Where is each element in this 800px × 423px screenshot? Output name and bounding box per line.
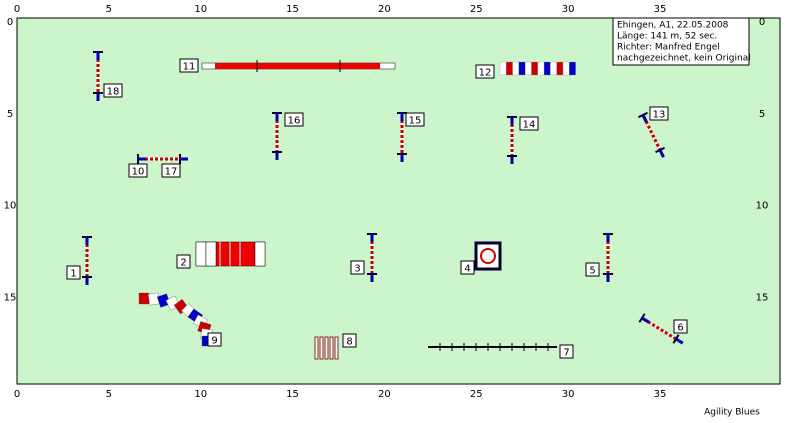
obstacle-label: 5 <box>589 266 595 277</box>
obstacle-label: 8 <box>346 337 352 348</box>
obstacle-label-box <box>284 112 304 127</box>
obstacle-label: 13 <box>653 110 666 121</box>
tunnel-segment <box>556 61 564 76</box>
obstacle-label-box <box>161 163 181 178</box>
x-tick-label: 30 <box>562 389 575 400</box>
x-tick-label: 5 <box>106 389 112 400</box>
x-tick-label: 15 <box>286 4 299 15</box>
x-tick-label: 35 <box>654 389 667 400</box>
obstacle-label-box <box>350 260 365 275</box>
obstacle-label-box <box>128 163 148 178</box>
obstacle-label-box <box>475 64 495 79</box>
y-tick-label: 5 <box>759 109 765 120</box>
obstacle-label: 15 <box>409 116 422 127</box>
info-line: nachgezeichnet, kein Original <box>617 54 751 64</box>
info-line: Richter: Manfred Engel <box>617 43 720 53</box>
tunnel-segment <box>531 61 538 76</box>
obstacle-label-box <box>176 254 191 269</box>
obstacle-label: 1 <box>70 269 76 280</box>
tunnel-segment <box>562 61 570 76</box>
obstacle-label-box <box>519 116 539 131</box>
obstacle-label: 6 <box>677 323 683 334</box>
obstacle-label: 11 <box>183 62 196 73</box>
weave-item <box>329 336 334 360</box>
obstacle-label: 17 <box>165 167 178 178</box>
tunnel-segment <box>569 61 576 76</box>
tunnel-segment <box>525 61 532 76</box>
tunnel-white <box>205 241 217 267</box>
obstacle-label: 3 <box>354 264 360 275</box>
obstacle-label: 12 <box>479 68 492 79</box>
jump-post <box>675 337 684 345</box>
jump-post <box>641 114 648 123</box>
weave-item <box>314 336 319 360</box>
obstacle-label-box <box>559 344 574 359</box>
info-line: Länge: 141 m, 52 sec. <box>617 32 717 42</box>
obstacle-label-box <box>103 83 123 98</box>
x-tick-label: 20 <box>378 4 391 15</box>
y-tick-label: 15 <box>756 292 769 303</box>
y-tick-label: 15 <box>4 292 17 303</box>
obstacle-label: 9 <box>211 336 217 347</box>
x-tick-label: 10 <box>194 389 207 400</box>
y-tick-label: 0 <box>7 17 13 28</box>
obstacle-label-box <box>460 260 475 275</box>
obstacle-label-box <box>585 262 600 277</box>
obstacle-label-box <box>673 319 688 334</box>
info-line: Ehingen, A1, 22.05.2008 <box>617 21 729 31</box>
y-tick-label: 0 <box>759 17 765 28</box>
obstacle-label-box <box>66 265 81 280</box>
field <box>16 17 781 385</box>
footer: Agility Blues <box>704 408 760 418</box>
weave-item <box>334 336 339 360</box>
x-tick-label: 25 <box>470 4 483 15</box>
x-tick-label: 35 <box>654 4 667 15</box>
tunnel-segment <box>518 61 526 76</box>
tunnel-segment <box>550 61 557 76</box>
tunnel-white <box>195 241 207 267</box>
table-center <box>480 248 496 264</box>
tunnel-segment <box>543 61 551 76</box>
y-tick-label: 5 <box>7 109 13 120</box>
y-tick-label: 10 <box>4 201 17 212</box>
y-tick-label: 10 <box>756 201 769 212</box>
curved-tunnel-segment <box>156 293 171 308</box>
jump-post <box>641 316 650 324</box>
tunnel-segment <box>499 61 507 76</box>
x-tick-label: 30 <box>562 4 575 15</box>
curved-tunnel-segment <box>138 292 150 305</box>
tunnel-white <box>254 241 266 267</box>
x-tick-label: 20 <box>378 389 391 400</box>
x-tick-label: 15 <box>286 389 299 400</box>
table <box>474 241 502 271</box>
obstacle-label-box <box>179 58 199 73</box>
tunnel-segment <box>512 61 520 76</box>
x-tick-label: 0 <box>14 389 20 400</box>
x-tick-label: 10 <box>194 4 207 15</box>
x-tick-label: 0 <box>14 4 20 15</box>
obstacle-label: 14 <box>523 120 536 131</box>
obstacle-label: 10 <box>132 167 145 178</box>
obstacle-label-box <box>649 106 669 121</box>
wall-red <box>215 63 380 69</box>
obstacle-label: 2 <box>180 258 186 269</box>
tunnel-segment <box>506 61 513 76</box>
obstacle-label: 7 <box>563 348 569 359</box>
tunnel-segment <box>537 61 545 76</box>
x-tick-label: 5 <box>106 4 112 15</box>
obstacle-label: 18 <box>107 87 120 98</box>
obstacle-label: 4 <box>464 264 470 275</box>
x-tick-label: 25 <box>470 389 483 400</box>
weave-item <box>319 336 324 360</box>
info-box <box>612 17 750 66</box>
obstacle-label: 16 <box>288 116 301 127</box>
obstacle-label-box <box>207 332 222 347</box>
jump-post <box>658 149 665 158</box>
weave-item <box>324 336 329 360</box>
obstacle-label-box <box>342 333 357 348</box>
obstacle-label-box <box>405 112 425 127</box>
